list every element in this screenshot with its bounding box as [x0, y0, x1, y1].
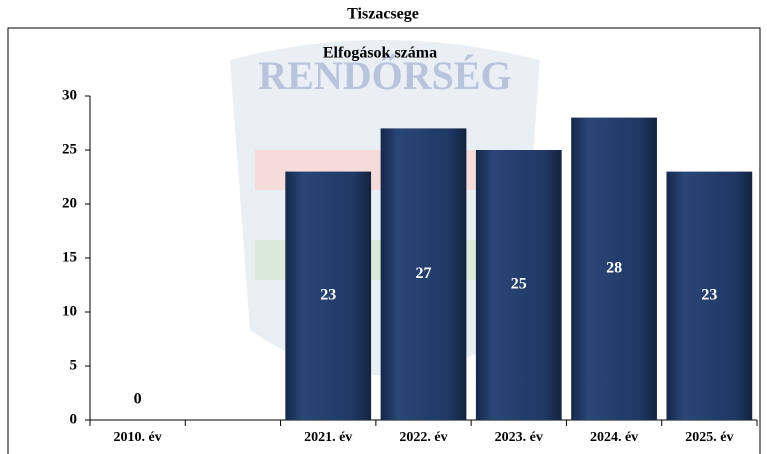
data-label: 27 — [416, 265, 432, 282]
x-tick-label: 2025. év — [685, 430, 733, 445]
data-label: 23 — [320, 286, 336, 303]
y-tick-label: 30 — [62, 87, 77, 103]
x-tick-label: 2022. év — [399, 430, 447, 445]
data-label: 25 — [511, 276, 527, 293]
y-tick-label: 15 — [62, 249, 77, 265]
chart-title: Tiszacsege — [347, 6, 419, 23]
y-tick-label: 5 — [70, 357, 78, 373]
x-tick-label: 2024. év — [590, 430, 638, 445]
chart: RENDŐRSÉG Tiszacsege Elfogások száma 051… — [0, 0, 767, 454]
y-tick-label: 20 — [62, 195, 77, 211]
x-tick-label: 2021. év — [304, 430, 352, 445]
y-tick-label: 25 — [62, 141, 77, 157]
y-tick-label: 0 — [70, 411, 78, 427]
x-tick-label: 2023. év — [495, 430, 543, 445]
data-label: 28 — [606, 259, 622, 276]
y-tick-label: 10 — [62, 303, 77, 319]
chart-subtitle: Elfogások száma — [323, 45, 437, 62]
x-tick-label: 2010. év — [114, 430, 162, 445]
data-label: 23 — [701, 286, 717, 303]
data-label: 0 — [134, 391, 142, 408]
